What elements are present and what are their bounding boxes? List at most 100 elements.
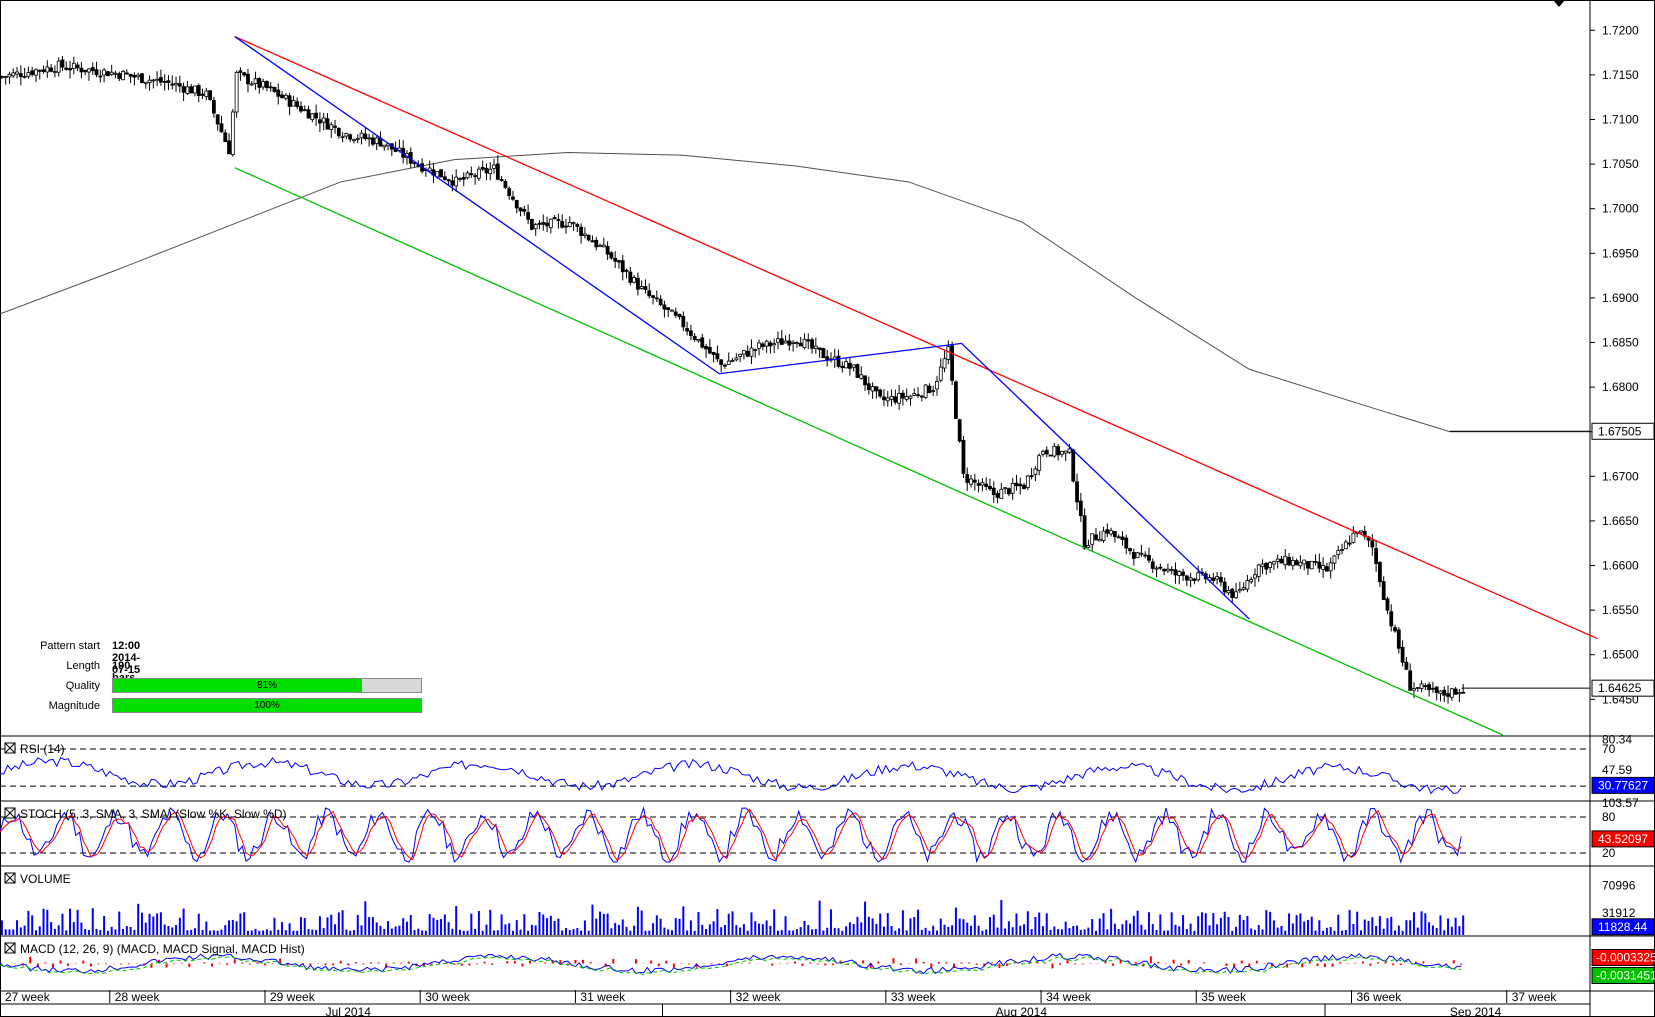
rsi-tick-label: 47.59	[1602, 763, 1632, 777]
length-label: Length	[66, 660, 100, 672]
candle-body	[1423, 685, 1428, 688]
candle-body	[68, 68, 72, 71]
candle-body	[1116, 536, 1121, 539]
candle-body	[567, 221, 572, 227]
candle	[700, 333, 705, 349]
candle	[526, 204, 531, 225]
candle	[666, 307, 671, 318]
candle-body	[1268, 562, 1273, 569]
candle	[94, 61, 99, 78]
candle	[7, 71, 12, 84]
candle-body	[795, 342, 799, 345]
candle	[223, 129, 228, 143]
candle-body	[866, 383, 871, 390]
candle-body	[1041, 451, 1045, 455]
candle	[575, 222, 580, 233]
candle	[1234, 582, 1238, 600]
candle-body	[370, 137, 375, 145]
candle	[620, 254, 625, 281]
candle	[821, 347, 826, 359]
candle-body	[1332, 555, 1337, 564]
candle-body	[1131, 552, 1136, 559]
candle	[1147, 547, 1151, 564]
candle	[306, 105, 311, 119]
candle-body	[1313, 561, 1318, 563]
candle	[1003, 487, 1008, 495]
candle-body	[923, 384, 928, 398]
candle	[753, 348, 758, 358]
candle	[1105, 523, 1110, 538]
candle	[723, 363, 727, 369]
candle	[643, 279, 648, 294]
candle-body	[7, 73, 12, 78]
candle-body	[1211, 577, 1216, 581]
candle	[340, 132, 345, 143]
candle-body	[208, 90, 213, 100]
candle-body	[1124, 537, 1129, 549]
candle-body	[685, 328, 690, 332]
candle	[1253, 568, 1257, 587]
candle-body	[321, 117, 326, 123]
candle-body	[1351, 532, 1356, 543]
y-tick-label: 1.7200	[1602, 23, 1639, 37]
candle-body	[632, 277, 637, 283]
candle-body	[158, 77, 163, 83]
candle-body	[1063, 450, 1068, 454]
candle	[806, 333, 811, 350]
candle	[211, 96, 216, 118]
candle-body	[1328, 562, 1333, 572]
rsi-tick-label: 70	[1602, 742, 1616, 756]
candle	[1226, 586, 1231, 596]
candle	[518, 207, 523, 217]
candle-body	[37, 69, 42, 72]
candle	[882, 389, 886, 407]
candle	[1018, 477, 1023, 495]
candle	[352, 138, 356, 144]
candle-body	[882, 396, 886, 401]
candle-body	[919, 395, 924, 398]
candle	[348, 133, 353, 143]
candle-body	[874, 386, 879, 392]
candle	[64, 61, 69, 71]
candle	[583, 227, 587, 239]
candle-body	[1453, 688, 1458, 695]
candle-body	[927, 385, 932, 394]
candle-body	[726, 360, 731, 365]
candle	[961, 435, 966, 479]
candle-body	[787, 340, 792, 346]
candle	[1082, 508, 1087, 551]
candle	[954, 380, 958, 419]
candle-body	[1196, 572, 1201, 581]
candle-body	[742, 350, 746, 355]
candle	[897, 385, 902, 411]
candle	[999, 482, 1004, 500]
candle-body	[806, 339, 811, 342]
candle-body	[711, 351, 716, 355]
chevron-down-icon[interactable]	[1553, 0, 1565, 7]
candle	[1302, 559, 1307, 571]
candle	[261, 78, 266, 90]
candle-body	[848, 362, 852, 369]
candle	[647, 283, 652, 299]
candle-body	[840, 365, 845, 369]
volume-label: VOLUME	[20, 872, 71, 886]
candle	[711, 351, 716, 363]
candle-body	[336, 127, 341, 137]
candle-body	[1378, 562, 1382, 583]
candle-body	[1075, 481, 1079, 503]
candle-body	[552, 217, 557, 220]
candle	[124, 69, 129, 75]
candle-body	[272, 87, 277, 92]
candle-body	[1029, 475, 1034, 477]
candle	[1256, 563, 1261, 582]
candle-body	[204, 90, 209, 97]
candle	[370, 134, 375, 147]
candle-body	[132, 74, 137, 78]
candle	[514, 199, 519, 214]
candle-body	[654, 297, 659, 300]
candle	[901, 389, 905, 406]
candle-body	[484, 167, 489, 174]
candle	[878, 388, 883, 399]
candle-body	[1370, 540, 1375, 548]
